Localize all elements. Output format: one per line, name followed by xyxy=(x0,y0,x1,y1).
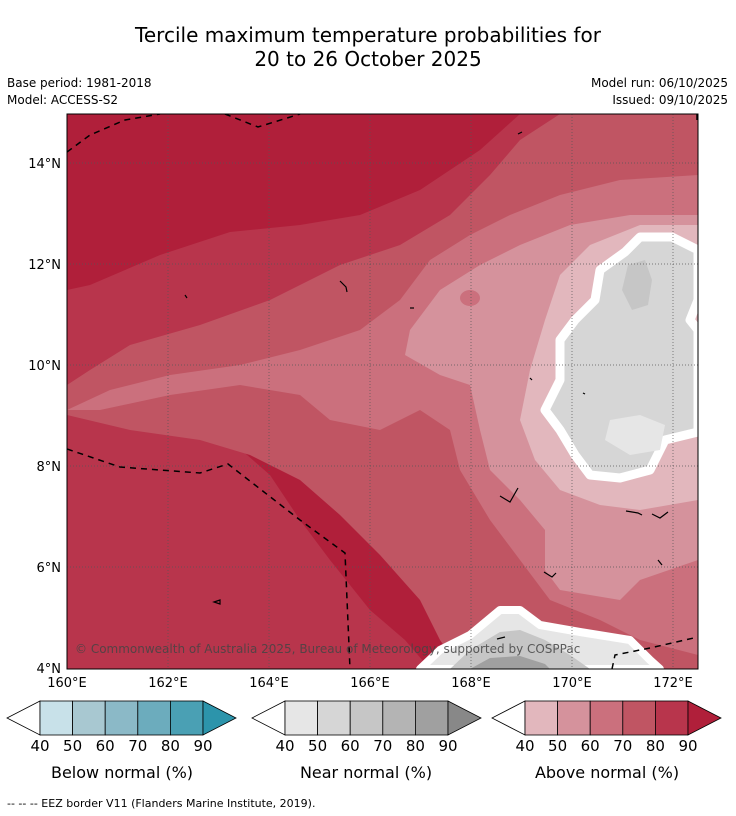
title-line-1: Tercile maximum temperature probabilitie… xyxy=(135,23,601,47)
lat-label: 8°N xyxy=(37,460,62,475)
colorbar-tick-label: 90 xyxy=(438,737,457,755)
lat-label: 12°N xyxy=(28,258,61,273)
band-80 xyxy=(67,114,698,669)
colorbar-segment xyxy=(39,700,73,736)
colorbar-tick-label: 90 xyxy=(193,737,212,755)
colorbar-low-arrow xyxy=(251,700,286,736)
colorbar-tick-label: 70 xyxy=(613,737,632,755)
colorbar-tick-label: 60 xyxy=(581,737,600,755)
colorbar-segment xyxy=(104,700,139,736)
model-run: Model run: 06/10/2025 xyxy=(590,76,728,90)
colorbar-segment xyxy=(524,700,558,736)
colorbar-above-normal: 40 50 60 70 80 90 xyxy=(491,700,722,755)
copyright-notice: © Commonwealth of Australia 2025, Bureau… xyxy=(75,642,580,656)
colorbar-segment xyxy=(382,700,416,736)
colorbar-high-arrow xyxy=(447,700,482,736)
colorbar-high-arrow xyxy=(202,700,237,736)
colorbar-tick-label: 90 xyxy=(678,737,697,755)
near-normal-south-2 xyxy=(450,630,590,669)
near-normal-label: Near normal (%) xyxy=(300,763,432,782)
below-normal-label: Below normal (%) xyxy=(51,763,193,782)
title-line-2: 20 to 26 October 2025 xyxy=(254,47,482,71)
islands xyxy=(184,131,669,640)
colorbar-tick-label: 80 xyxy=(161,737,180,755)
colorbar-tick-label: 40 xyxy=(515,737,534,755)
lon-label: 168°E xyxy=(451,676,491,691)
lon-label: 166°E xyxy=(350,676,390,691)
colorbar-segment xyxy=(72,700,106,736)
colorbar-tick-label: 60 xyxy=(96,737,115,755)
colorbar-tick-label: 60 xyxy=(341,737,360,755)
colorbar-segment xyxy=(137,700,171,736)
colorbar-segment xyxy=(169,700,204,736)
colorbar-segment xyxy=(589,700,624,736)
colorbar-low-arrow xyxy=(491,700,526,736)
colorbar-segment xyxy=(349,700,384,736)
colorbar-tick-label: 70 xyxy=(128,737,147,755)
near-normal-core xyxy=(540,232,698,483)
colorbar-segment xyxy=(284,700,318,736)
colorbar-low-arrow xyxy=(6,700,41,736)
latitude-labels: 14°N 12°N 10°N 8°N 6°N 4°N xyxy=(28,157,61,677)
lat-label: 10°N xyxy=(28,359,61,374)
near-normal-dark xyxy=(622,260,652,310)
colorbar-near-normal: 40 50 60 70 80 90 xyxy=(251,700,482,755)
longitude-labels: 160°E 162°E 164°E 166°E 168°E 170°E 172°… xyxy=(47,676,693,691)
colorbar-segment xyxy=(557,700,591,736)
eez-footnote: -- -- -- EEZ border V11 (Flanders Marine… xyxy=(7,797,316,810)
graticule xyxy=(67,114,698,669)
lat-label: 4°N xyxy=(37,662,62,677)
colorbar-tick-label: 80 xyxy=(406,737,425,755)
base-period: Base period: 1981-2018 xyxy=(7,76,152,90)
colorbar-segment xyxy=(655,700,689,736)
colorbar-tick-label: 50 xyxy=(548,737,567,755)
near-normal-south-3 xyxy=(470,656,550,669)
colorbar-below-normal: 40 50 60 70 80 90 xyxy=(6,700,237,755)
colorbar-tick-label: 50 xyxy=(308,737,327,755)
colorbar-segment xyxy=(414,700,449,736)
colorbar-tick-label: 80 xyxy=(646,737,665,755)
above-normal-label: Above normal (%) xyxy=(535,763,679,782)
map-frame xyxy=(66,113,699,670)
lat-label: 6°N xyxy=(37,561,62,576)
eez-borders xyxy=(67,114,698,669)
colorbar-tick-label: 40 xyxy=(275,737,294,755)
probability-field xyxy=(67,114,698,669)
colorbar-tick-label: 50 xyxy=(63,737,82,755)
colorbar-segment xyxy=(622,700,656,736)
lat-label: 14°N xyxy=(28,157,61,172)
issued-date: Issued: 09/10/2025 xyxy=(612,93,728,107)
colorbar-tick-label: 40 xyxy=(30,737,49,755)
lon-label: 162°E xyxy=(148,676,188,691)
model-name: Model: ACCESS-S2 xyxy=(7,93,119,107)
colorbar-high-arrow xyxy=(687,700,722,736)
lon-label: 160°E xyxy=(47,676,87,691)
lon-label: 164°E xyxy=(249,676,289,691)
lon-label: 172°E xyxy=(653,676,693,691)
colorbar-segment xyxy=(317,700,351,736)
patch-a xyxy=(460,290,480,306)
colorbar-tick-label: 70 xyxy=(373,737,392,755)
near-normal-inner xyxy=(605,415,665,455)
lon-label: 170°E xyxy=(552,676,592,691)
